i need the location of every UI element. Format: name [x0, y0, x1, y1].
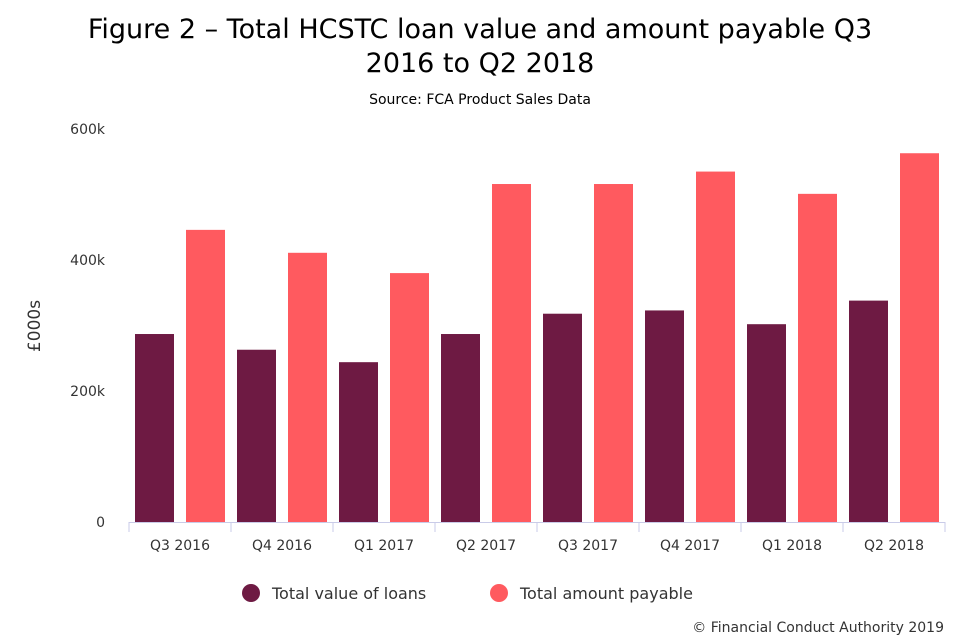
legend-label-total-value-of-loans[interactable]: Total value of loans	[271, 584, 426, 603]
x-tick-label: Q3 2017	[558, 538, 618, 554]
bar-total-amount-payable	[798, 193, 837, 522]
x-tick-label: Q3 2016	[150, 538, 210, 554]
bar-total-value-of-loans	[747, 324, 786, 522]
bar-total-amount-payable	[288, 252, 327, 523]
bar-total-amount-payable	[186, 229, 225, 522]
bar-total-amount-payable	[390, 273, 429, 522]
x-tick-label: Q1 2017	[354, 538, 414, 554]
legend: Total value of loans Total amount payable	[242, 584, 693, 603]
x-tick-label: Q4 2017	[660, 538, 720, 554]
x-tick-label: Q4 2016	[252, 538, 312, 554]
x-tick-label: Q2 2017	[456, 538, 516, 554]
x-tick-label: Q2 2018	[864, 538, 924, 554]
y-tick-label: 600k	[70, 122, 106, 138]
bar-total-value-of-loans	[849, 300, 888, 522]
y-tick-label: 0	[96, 515, 105, 531]
bar-total-value-of-loans	[339, 362, 378, 522]
legend-label-total-amount-payable[interactable]: Total amount payable	[519, 584, 693, 603]
bar-total-value-of-loans	[645, 310, 684, 522]
y-tick-label: 400k	[70, 253, 106, 269]
x-tick-label: Q1 2018	[762, 538, 822, 554]
y-axis-label: £000s	[25, 300, 45, 352]
legend-marker-total-amount-payable[interactable]	[490, 584, 508, 602]
y-axis-ticks: 0 200k 400k 600k	[70, 122, 106, 531]
bar-total-value-of-loans	[543, 313, 582, 522]
chart-title-line-2: 2016 to Q2 2018	[366, 48, 595, 79]
x-axis: Q3 2016 Q4 2016 Q1 2017 Q2 2017 Q3 2017 Q4 20…	[128, 522, 946, 554]
bar-total-value-of-loans	[237, 349, 276, 522]
bar-total-amount-payable	[594, 184, 633, 522]
bars	[135, 153, 939, 523]
chart-title-line-1: Figure 2 – Total HCSTC loan value and am…	[88, 14, 872, 45]
legend-marker-total-value-of-loans[interactable]	[242, 584, 260, 602]
bar-total-value-of-loans	[135, 334, 174, 522]
bar-total-amount-payable	[900, 153, 939, 523]
chart-subtitle: Source: FCA Product Sales Data	[369, 92, 591, 108]
bar-total-amount-payable	[696, 171, 735, 522]
bar-total-value-of-loans	[441, 334, 480, 522]
y-tick-label: 200k	[70, 384, 106, 400]
copyright-credit: © Financial Conduct Authority 2019	[692, 620, 944, 636]
bar-total-amount-payable	[492, 184, 531, 522]
